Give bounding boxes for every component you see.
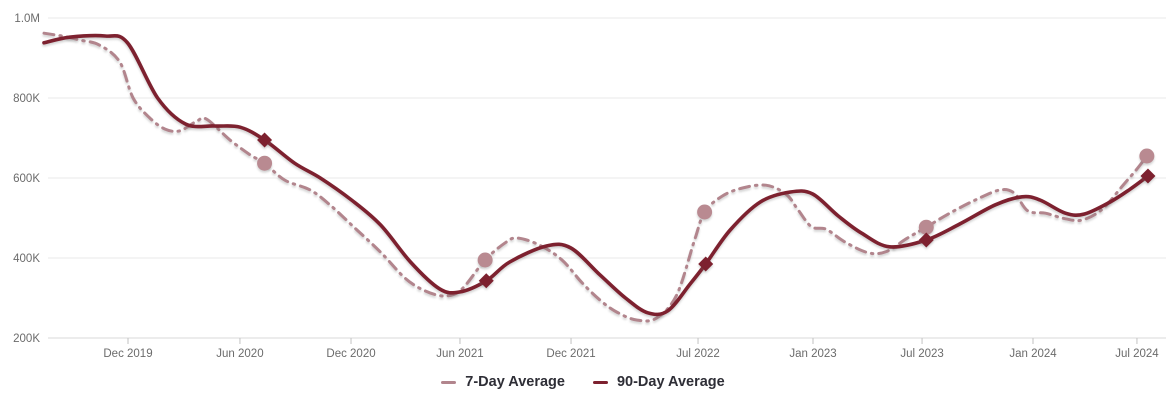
series-line-90-day: [42, 33, 1150, 317]
legend-label-7-day: 7-Day Average: [465, 374, 565, 390]
x-axis-label: Dec 2019: [103, 348, 152, 360]
data-point-circle-marker[interactable]: [257, 155, 273, 171]
x-axis-label: Jul 2024: [1115, 348, 1159, 360]
y-axis-label: 600K: [13, 173, 40, 185]
data-point-circle-marker[interactable]: [1139, 148, 1155, 164]
data-point-circle-marker[interactable]: [918, 219, 934, 235]
legend-item-90-day-average[interactable]: 90-Day Average: [592, 374, 725, 390]
data-point-diamond-marker[interactable]: [1140, 168, 1156, 184]
legend-item-7-day-average[interactable]: 7-Day Average: [441, 374, 565, 390]
y-axis-label: 400K: [13, 253, 40, 265]
data-point-diamond-marker[interactable]: [257, 132, 273, 148]
x-axis-label: Dec 2021: [546, 348, 595, 360]
x-axis-label: Jan 2024: [1009, 348, 1057, 360]
data-point-diamond-marker[interactable]: [478, 273, 494, 289]
series-line-7-day: [42, 31, 1149, 323]
x-axis-label: Jul 2022: [676, 348, 719, 360]
legend-label-90-day: 90-Day Average: [616, 374, 725, 390]
x-axis-label: Jan 2023: [789, 348, 836, 360]
data-point-diamond-marker[interactable]: [918, 232, 934, 248]
data-point-diamond-marker[interactable]: [698, 256, 714, 272]
legend-swatch-7-day-icon: [441, 380, 457, 384]
x-axis-label: Dec 2020: [326, 348, 375, 360]
y-axis-label: 200K: [13, 333, 40, 345]
x-axis-label: Jun 2020: [216, 348, 263, 360]
line-chart: 1.0M 800K 600K 400K 200K Dec 2019 Jun 2020 Dec …: [13, 13, 1166, 360]
y-axis-label: 1.0M: [14, 13, 40, 25]
y-axis-label: 800K: [13, 93, 40, 105]
data-point-circle-marker[interactable]: [697, 204, 713, 220]
x-axis-label: Jul 2023: [900, 348, 943, 360]
legend-swatch-90-day-icon: [592, 380, 608, 384]
data-point-circle-marker[interactable]: [477, 252, 493, 268]
x-axis-label: Jun 2021: [436, 348, 483, 360]
chart-legend: 7-Day Average 90-Day Average: [0, 369, 1166, 395]
